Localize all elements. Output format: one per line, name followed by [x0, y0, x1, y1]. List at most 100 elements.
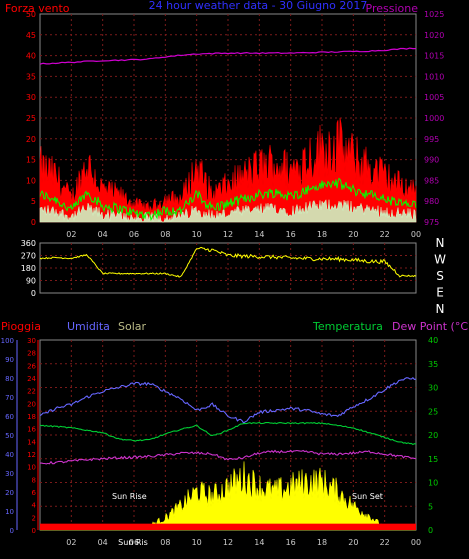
- top-time-tick-label: 12: [223, 230, 233, 239]
- sunrise-tick-label: Sun Ris: [118, 538, 148, 547]
- rain-y-tick-label: 12: [27, 451, 36, 459]
- humidity-y-tick-label: 70: [5, 394, 14, 402]
- rain-y-tick-label: 16: [27, 426, 36, 434]
- humidity-y-tick-label: 10: [5, 508, 14, 516]
- bottom-grid: [40, 340, 416, 530]
- rain-y-tick-label: 14: [27, 438, 36, 446]
- sunrise-label: Sun Rise: [112, 492, 147, 501]
- pressure-y-tick-label: 975: [424, 218, 439, 227]
- temperature-humidity-panel: Pioggia Umidita Solar Temperatura Dew Po…: [1, 320, 469, 547]
- rain-y-tick-label: 0: [32, 527, 36, 535]
- humidity-y-tick-label: 100: [1, 337, 14, 345]
- bottom-time-tick-label: 00: [411, 538, 421, 547]
- bottom-time-tick-label: 14: [254, 538, 264, 547]
- compass-letter: N: [436, 302, 445, 316]
- temperature-y-tick-label: 0: [428, 526, 433, 535]
- bottom-time-tick-label: 20: [348, 538, 358, 547]
- humidity-y-axis: 0 10 20 30 40 50 60 70 80 90 100: [1, 337, 18, 535]
- top-time-tick-label: 18: [317, 230, 327, 239]
- bottom-time-tick-label: 16: [286, 538, 296, 547]
- temperature-line: [39, 421, 417, 446]
- wind-y-tick-label: 25: [26, 114, 36, 123]
- temperature-y-tick-label: 40: [428, 336, 438, 345]
- wind-y-tick-label: 15: [26, 156, 36, 165]
- bottom-time-axis: 02 04 06 08 10 12 14 16 18 20 22 00: [66, 538, 421, 547]
- compass-letter: E: [436, 286, 444, 300]
- top-time-tick-label: 00: [411, 230, 421, 239]
- pressure-y-tick-label: 1005: [424, 93, 444, 102]
- pressure-line: [39, 47, 416, 65]
- rain-y-tick-label: 8: [32, 476, 36, 484]
- temperature-y-tick-label: 35: [428, 360, 438, 369]
- rain-y-tick-label: 28: [27, 350, 36, 358]
- temperature-y-tick-label: 25: [428, 407, 438, 416]
- temperature-y-tick-label: 5: [428, 502, 433, 511]
- temperature-y-tick-label: 20: [428, 431, 438, 440]
- wind-avg-line: [39, 177, 417, 221]
- direction-marks: [39, 246, 417, 278]
- pressure-y-tick-label: 1015: [424, 52, 444, 61]
- wind-gust-area: [39, 117, 417, 223]
- wind-y-tick-label: 45: [26, 31, 36, 40]
- dewpoint-axis-title: Dew Point (°C): [392, 320, 469, 333]
- top-time-tick-label: 10: [192, 230, 202, 239]
- pressure-y-tick-label: 980: [424, 197, 439, 206]
- direction-grid: [40, 243, 416, 293]
- solar-axis-title: Solar: [118, 320, 147, 333]
- wind-axis-title: Forza vento: [5, 2, 70, 15]
- pressure-y-tick-label: 985: [424, 176, 439, 185]
- bottom-marks: [39, 376, 417, 531]
- bottom-time-tick-label: 12: [223, 538, 233, 547]
- top-time-tick-label: 22: [380, 230, 390, 239]
- temperature-y-tick-label: 10: [428, 479, 438, 488]
- temperature-y-tick-label: 30: [428, 384, 438, 393]
- compass-letter: N: [436, 236, 445, 250]
- temperature-y-tick-label: 15: [428, 455, 438, 464]
- wind-y-tick-label: 20: [26, 135, 36, 144]
- temperature-y-axis: 0 5 10 15 20 25 30 35 40: [428, 336, 438, 535]
- wind-pressure-panel: Forza vento 24 hour weather data - 30 Gi…: [5, 0, 444, 239]
- wind-y-axis: 0 5 10 15 20 25 30 35 40 45 50: [26, 10, 36, 227]
- wind-pressure-marks: [39, 47, 417, 223]
- top-time-tick-label: 08: [160, 230, 170, 239]
- direction-y-tick-label: 90: [26, 277, 36, 286]
- top-time-tick-label: 04: [98, 230, 108, 239]
- direction-y-tick-label: 0: [31, 289, 36, 298]
- pressure-y-axis: 975 980 985 990 995 1000 1005 1010 1015 1020 1025: [424, 10, 444, 227]
- pressure-y-tick-label: 1020: [424, 31, 444, 40]
- chart-title: 24 hour weather data - 30 Giugno 2017: [149, 0, 368, 12]
- rain-axis-title: Pioggia: [1, 320, 41, 333]
- wind-y-tick-label: 50: [26, 10, 36, 19]
- top-time-tick-label: 06: [129, 230, 139, 239]
- direction-y-tick-label: 360: [21, 239, 36, 248]
- rain-band: [40, 523, 416, 530]
- humidity-y-tick-label: 50: [5, 432, 14, 440]
- wind-y-tick-label: 0: [31, 218, 36, 227]
- humidity-y-tick-label: 80: [5, 375, 14, 383]
- temperature-axis-title: Temperatura: [312, 320, 383, 333]
- rain-y-tick-label: 18: [27, 413, 36, 421]
- pressure-y-tick-label: 995: [424, 135, 439, 144]
- wind-min-area: [39, 199, 417, 223]
- bottom-time-tick-label: 08: [160, 538, 170, 547]
- pressure-y-tick-label: 990: [424, 156, 439, 165]
- humidity-axis-title: Umidita: [67, 320, 110, 333]
- rain-y-tick-label: 22: [27, 388, 36, 396]
- humidity-y-tick-label: 30: [5, 470, 14, 478]
- sunset-label: Sun Set: [352, 492, 383, 501]
- humidity-y-tick-label: 40: [5, 451, 14, 459]
- wind-y-tick-label: 10: [26, 176, 36, 185]
- pressure-y-tick-label: 1000: [424, 114, 444, 123]
- pressure-y-tick-label: 1010: [424, 72, 444, 81]
- rain-y-tick-label: 30: [27, 337, 36, 345]
- wind-y-tick-label: 5: [31, 197, 36, 206]
- direction-y-tick-label: 180: [21, 264, 36, 273]
- humidity-y-tick-label: 20: [5, 489, 14, 497]
- rain-y-tick-label: 20: [27, 400, 36, 408]
- pressure-y-tick-label: 1025: [424, 10, 444, 19]
